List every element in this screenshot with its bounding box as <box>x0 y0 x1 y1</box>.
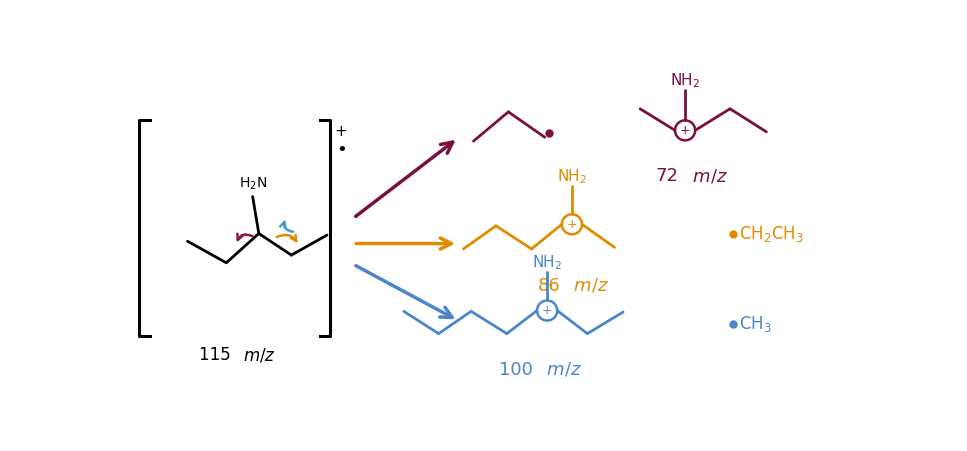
Text: $m/z$: $m/z$ <box>568 276 609 295</box>
Text: CH$_2$CH$_3$: CH$_2$CH$_3$ <box>740 224 805 244</box>
Text: NH$_2$: NH$_2$ <box>557 167 587 186</box>
Text: H$_2$N: H$_2$N <box>239 175 267 192</box>
Text: $m/z$: $m/z$ <box>687 167 728 185</box>
Text: 86: 86 <box>538 276 560 295</box>
Text: 72: 72 <box>656 167 679 185</box>
Text: •: • <box>337 141 347 159</box>
Text: 115: 115 <box>198 346 236 364</box>
Text: 100: 100 <box>499 361 533 378</box>
Text: +: + <box>567 218 577 231</box>
Text: NH$_2$: NH$_2$ <box>670 72 700 90</box>
FancyBboxPatch shape <box>114 47 877 408</box>
Text: +: + <box>680 124 690 137</box>
Text: CH$_3$: CH$_3$ <box>740 314 772 334</box>
Text: +: + <box>335 124 347 139</box>
Text: +: + <box>542 304 552 317</box>
Text: $m/z$: $m/z$ <box>244 346 277 364</box>
Text: $m/z$: $m/z$ <box>541 361 582 378</box>
Text: NH$_2$: NH$_2$ <box>532 253 562 272</box>
